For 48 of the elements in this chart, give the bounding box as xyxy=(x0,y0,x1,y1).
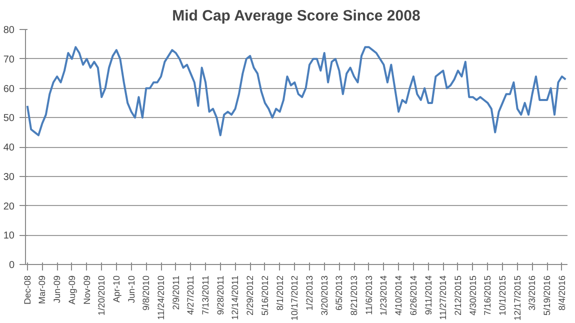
x-tick-label: 11/24/2010 xyxy=(156,275,166,320)
x-tick-label: 2/9/2011 xyxy=(170,275,181,310)
x-tick-label: 4/27/2011 xyxy=(186,275,196,315)
y-tick-label: 70 xyxy=(3,54,15,66)
x-tick-label: 5/16/2012 xyxy=(260,275,270,316)
y-tick-label: 20 xyxy=(3,201,15,212)
y-tick-label: 50 xyxy=(3,113,15,124)
x-tick-label: 8/1/2012 xyxy=(274,275,285,311)
x-tick-label: 11/6/2013 xyxy=(364,275,374,315)
x-tick-label: Mar-09 xyxy=(37,275,48,304)
x-tick-label: Aug-09 xyxy=(66,275,77,305)
y-tick-label: 0 xyxy=(8,260,15,271)
x-tick-label: 7/16/2015 xyxy=(482,275,493,316)
x-tick-label: 10/1/2015 xyxy=(498,275,508,316)
x-tick-label: 4/30/2015 xyxy=(468,275,478,316)
x-tick-label: 8/21/2013 xyxy=(349,275,360,316)
x-tick-label: 12/17/2015 xyxy=(512,275,522,321)
x-tick-label: 3/20/2013 xyxy=(319,275,330,316)
x-tick-label: 1/23/2014 xyxy=(378,275,389,316)
x-tick-label: 11/27/2014 xyxy=(438,275,448,320)
x-tick-label: 10/17/2012 xyxy=(290,275,300,321)
x-tick-label: Nov-09 xyxy=(82,275,92,305)
x-tick-label: Apr-10 xyxy=(111,276,122,303)
x-tick-label: 6/5/2013 xyxy=(334,275,344,311)
x-tick-label: 6/26/2014 xyxy=(408,275,418,316)
line-series xyxy=(26,46,567,136)
x-tick-label: 2/12/2015 xyxy=(452,275,463,316)
x-tick-label: 9/28/2011 xyxy=(215,275,226,315)
x-tick-label: 3/3/2016 xyxy=(527,275,538,311)
x-tick-label: 9/8/2010 xyxy=(141,275,152,311)
x-tick-label: 1/20/2010 xyxy=(96,275,107,316)
x-tick-label: 5/19/2016 xyxy=(542,275,552,316)
y-tick-label: 10 xyxy=(3,230,15,242)
x-tick-label: Jun-10 xyxy=(126,275,136,304)
chart-title: Mid Cap Average Score Since 2008 xyxy=(172,8,420,24)
x-tick-label: 7/13/2011 xyxy=(200,275,211,315)
x-tick-label: Jun-09 xyxy=(52,275,62,304)
x-tick-label: 12/14/2011 xyxy=(230,275,240,320)
y-tick-label: 40 xyxy=(3,142,15,154)
y-tick-label: 60 xyxy=(3,84,15,95)
y-tick-label: 30 xyxy=(3,172,15,183)
x-tick-label: 1/2/2013 xyxy=(304,275,314,311)
y-tick-label: 80 xyxy=(3,25,15,36)
x-tick-label: 9/11/2014 xyxy=(423,275,434,315)
x-tick-label: 8/4/2016 xyxy=(556,275,567,311)
x-tick-label: 2/29/2012 xyxy=(245,275,256,316)
x-tick-label: 4/10/2014 xyxy=(394,275,404,316)
x-tick-label: Dec-08 xyxy=(22,275,32,305)
